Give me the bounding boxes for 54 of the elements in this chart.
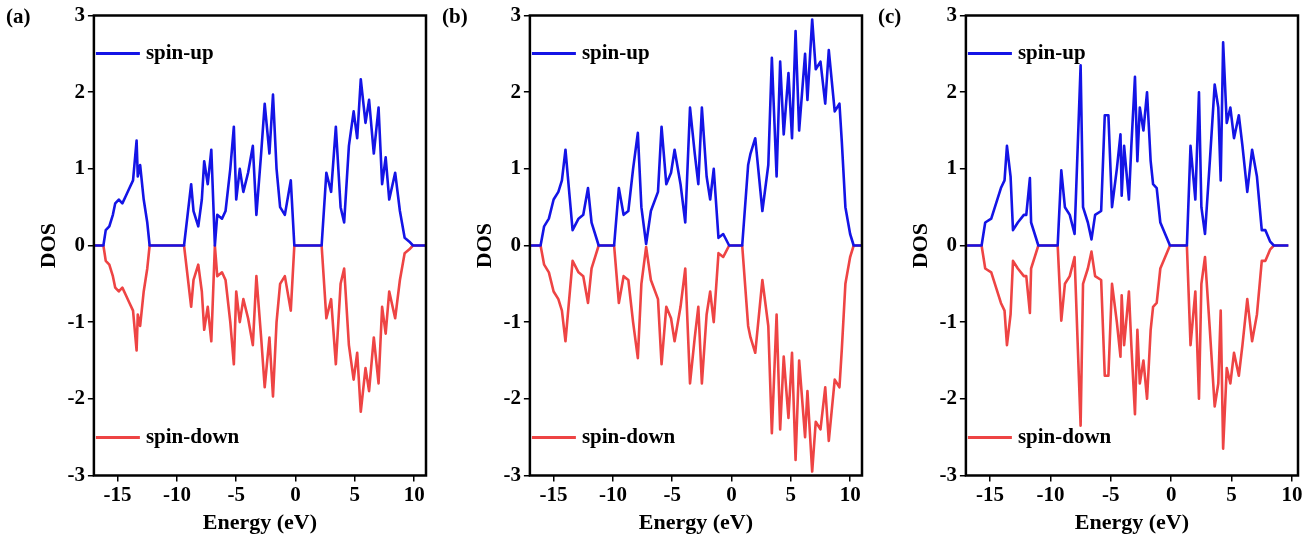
x-tick-label: -5 — [663, 482, 681, 507]
legend-label: spin-up — [581, 40, 650, 65]
x-tick-label: 10 — [839, 482, 861, 507]
y-tick-label: 2 — [946, 78, 957, 103]
y-tick-label: -1 — [503, 308, 521, 333]
y-tick-label: -2 — [503, 385, 521, 410]
y-tick-label: -1 — [67, 308, 85, 333]
y-tick-label: 0 — [74, 231, 85, 256]
y-tick-label: -2 — [67, 385, 85, 410]
legend-label: spin-down — [145, 423, 240, 448]
chart-title: (c) — [878, 4, 902, 29]
x-tick-label: 5 — [785, 482, 797, 507]
y-tick-label: -3 — [67, 461, 85, 486]
chart-title: (a) — [6, 4, 31, 29]
x-tick-label: -5 — [227, 482, 245, 507]
legend-label: spin-up — [1017, 40, 1086, 65]
x-tick-label: -10 — [162, 482, 191, 507]
x-tick-label: -15 — [103, 482, 132, 507]
y-tick-label: 3 — [946, 2, 957, 27]
y-axis-title: DOS — [470, 222, 496, 269]
y-tick-label: 2 — [74, 78, 85, 103]
y-tick-label: -3 — [939, 461, 957, 486]
legend-label: spin-down — [581, 423, 676, 448]
x-tick-label: -10 — [598, 482, 627, 507]
legend-label: spin-down — [1017, 423, 1112, 448]
y-axis-title: DOS — [34, 222, 60, 269]
y-tick-label: -2 — [939, 385, 957, 410]
y-tick-label: 1 — [946, 155, 957, 180]
x-axis-title: Energy (eV) — [1074, 509, 1190, 535]
y-tick-label: 0 — [510, 231, 521, 256]
y-tick-label: 3 — [510, 2, 521, 27]
y-tick-label: 0 — [946, 231, 957, 256]
y-tick-label: -3 — [503, 461, 521, 486]
x-tick-label: 5 — [349, 482, 361, 507]
x-tick-label: 0 — [290, 482, 301, 507]
x-tick-label: 10 — [403, 482, 425, 507]
y-tick-label: 3 — [74, 2, 85, 27]
x-tick-label: -15 — [539, 482, 568, 507]
x-tick-label: 10 — [1281, 482, 1303, 507]
x-tick-label: -15 — [976, 482, 1005, 507]
y-tick-label: -1 — [939, 308, 957, 333]
x-tick-label: 0 — [1165, 482, 1177, 507]
y-tick-label: 2 — [510, 78, 521, 103]
x-tick-label: 5 — [1226, 482, 1237, 507]
legend-label: spin-up — [145, 40, 214, 65]
chart-title: (b) — [442, 4, 468, 29]
x-tick-label: 0 — [726, 482, 737, 507]
y-tick-label: 1 — [74, 155, 85, 180]
x-tick-label: -5 — [1102, 482, 1120, 507]
x-axis-title: Energy (eV) — [638, 509, 754, 535]
x-axis-title: Energy (eV) — [202, 509, 318, 535]
x-tick-label: -10 — [1036, 482, 1065, 507]
y-tick-label: 1 — [510, 155, 521, 180]
y-axis-title: DOS — [906, 222, 932, 269]
